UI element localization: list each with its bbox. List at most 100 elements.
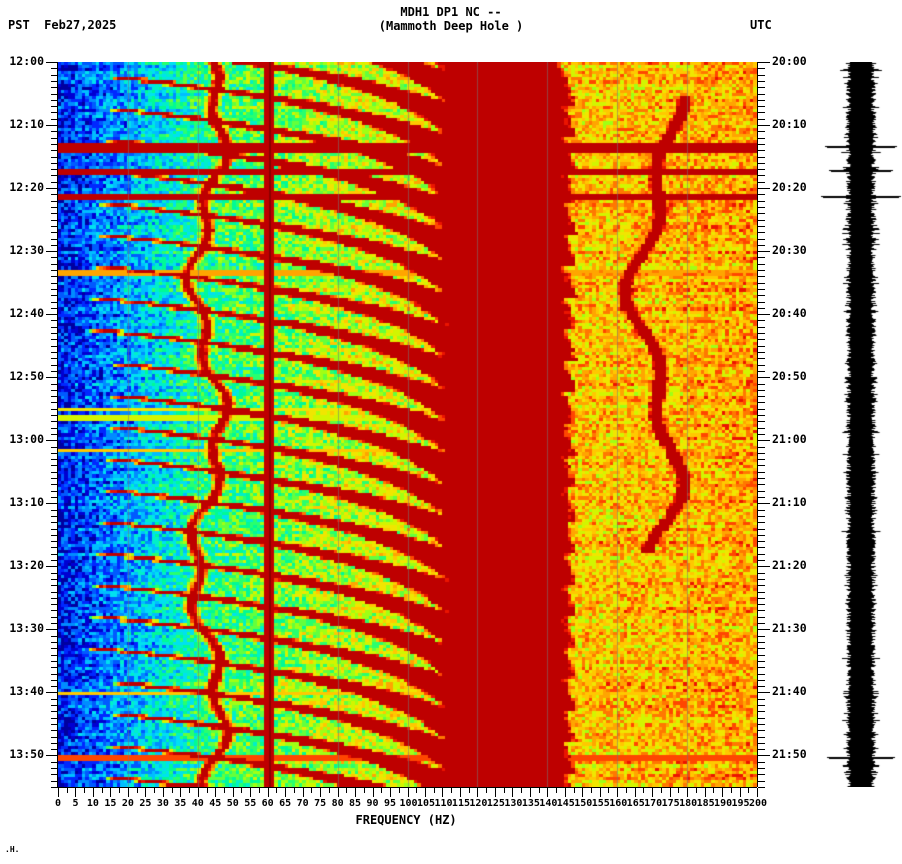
x-tick-major <box>530 788 531 797</box>
y-tick-minor-left <box>51 749 58 750</box>
y-tick-major-left <box>46 314 58 315</box>
x-tick-major <box>460 788 461 797</box>
x-axis-label-195hz: 195 <box>731 798 750 809</box>
x-tick-minor <box>259 788 260 793</box>
y-tick-minor-left <box>51 81 58 82</box>
x-tick-major <box>390 788 391 797</box>
y-tick-minor-left <box>51 333 58 334</box>
y-tick-minor-right <box>758 516 765 517</box>
x-axis-label-55hz: 55 <box>244 798 257 809</box>
y-tick-major-left <box>46 377 58 378</box>
y-tick-minor-left <box>51 560 58 561</box>
y-tick-minor-left <box>51 94 58 95</box>
y-axis-label-pst-1310: 13:10 <box>9 495 44 510</box>
y-tick-minor-right <box>758 358 765 359</box>
y-tick-minor-right <box>758 623 765 624</box>
x-tick-minor <box>556 788 557 793</box>
y-tick-minor-right <box>758 276 765 277</box>
y-tick-minor-right <box>758 705 765 706</box>
y-tick-minor-left <box>51 106 58 107</box>
y-tick-minor-left <box>51 535 58 536</box>
x-axis-label-120hz: 120 <box>469 798 488 809</box>
y-tick-minor-right <box>758 472 765 473</box>
y-tick-minor-right <box>758 598 765 599</box>
x-axis-label-155hz: 155 <box>591 798 610 809</box>
y-tick-minor-left <box>51 718 58 719</box>
y-tick-minor-left <box>51 163 58 164</box>
y-tick-minor-left <box>51 661 58 662</box>
y-tick-minor-left <box>51 636 58 637</box>
y-tick-minor-left <box>51 257 58 258</box>
x-tick-major <box>635 788 636 797</box>
y-tick-minor-right <box>758 194 765 195</box>
y-tick-minor-right <box>758 674 765 675</box>
x-tick-major <box>740 788 741 797</box>
y-tick-minor-left <box>51 573 58 574</box>
y-tick-minor-right <box>758 150 765 151</box>
y-tick-minor-right <box>758 781 765 782</box>
spectrogram-canvas <box>58 62 757 787</box>
y-tick-minor-left <box>51 434 58 435</box>
y-tick-major-right <box>758 692 770 693</box>
y-axis-label-pst-1220: 12:20 <box>9 180 44 195</box>
x-axis-label-165hz: 165 <box>626 798 645 809</box>
x-tick-major <box>425 788 426 797</box>
y-tick-minor-right <box>758 402 765 403</box>
y-tick-minor-left <box>51 157 58 158</box>
y-tick-minor-left <box>51 554 58 555</box>
y-axis-label-utc-2140: 21:40 <box>772 684 807 699</box>
x-axis-label-180hz: 180 <box>679 798 698 809</box>
y-tick-major-left <box>46 251 58 252</box>
y-tick-minor-right <box>758 617 765 618</box>
spectrogram-plot[interactable] <box>58 62 757 787</box>
x-tick-minor <box>224 788 225 793</box>
y-tick-minor-left <box>51 194 58 195</box>
y-tick-minor-left <box>51 327 58 328</box>
y-tick-minor-left <box>51 617 58 618</box>
y-tick-minor-left <box>51 239 58 240</box>
y-tick-minor-left <box>51 465 58 466</box>
x-tick-minor <box>486 788 487 793</box>
y-tick-minor-left <box>51 610 58 611</box>
y-tick-minor-left <box>51 339 58 340</box>
y-tick-minor-right <box>758 680 765 681</box>
y-tick-minor-right <box>758 81 765 82</box>
y-tick-minor-left <box>51 68 58 69</box>
y-tick-minor-right <box>758 699 765 700</box>
y-tick-minor-right <box>758 207 765 208</box>
y-tick-minor-right <box>758 308 765 309</box>
y-tick-minor-left <box>51 245 58 246</box>
x-tick-major <box>215 788 216 797</box>
y-tick-minor-right <box>758 384 765 385</box>
y-axis-label-utc-2110: 21:10 <box>772 495 807 510</box>
y-tick-minor-left <box>51 119 58 120</box>
y-tick-major-left <box>46 629 58 630</box>
x-axis-label-60hz: 60 <box>261 798 274 809</box>
y-tick-minor-right <box>758 421 765 422</box>
x-axis-label-130hz: 130 <box>504 798 523 809</box>
y-tick-minor-right <box>758 333 765 334</box>
y-tick-minor-left <box>51 320 58 321</box>
y-tick-minor-right <box>758 661 765 662</box>
y-tick-minor-left <box>51 402 58 403</box>
y-tick-minor-left <box>51 220 58 221</box>
y-tick-minor-left <box>51 409 58 410</box>
y-tick-minor-right <box>758 497 765 498</box>
y-tick-minor-left <box>51 270 58 271</box>
y-tick-minor-right <box>758 390 765 391</box>
y-tick-major-right <box>758 629 770 630</box>
y-tick-minor-right <box>758 453 765 454</box>
y-tick-minor-left <box>51 365 58 366</box>
y-tick-minor-left <box>51 308 58 309</box>
y-tick-major-right <box>758 440 770 441</box>
y-tick-minor-right <box>758 295 765 296</box>
y-tick-major-right <box>758 62 770 63</box>
y-tick-minor-right <box>758 131 765 132</box>
y-axis-label-utc-2050: 20:50 <box>772 369 807 384</box>
x-axis-label-185hz: 185 <box>696 798 715 809</box>
header-left-timezone-date: PST Feb27,2025 <box>8 18 116 32</box>
x-tick-major <box>355 788 356 797</box>
y-axis-label-pst-1250: 12:50 <box>9 369 44 384</box>
y-axis-label-pst-1320: 13:20 <box>9 558 44 573</box>
x-tick-major <box>652 788 653 797</box>
